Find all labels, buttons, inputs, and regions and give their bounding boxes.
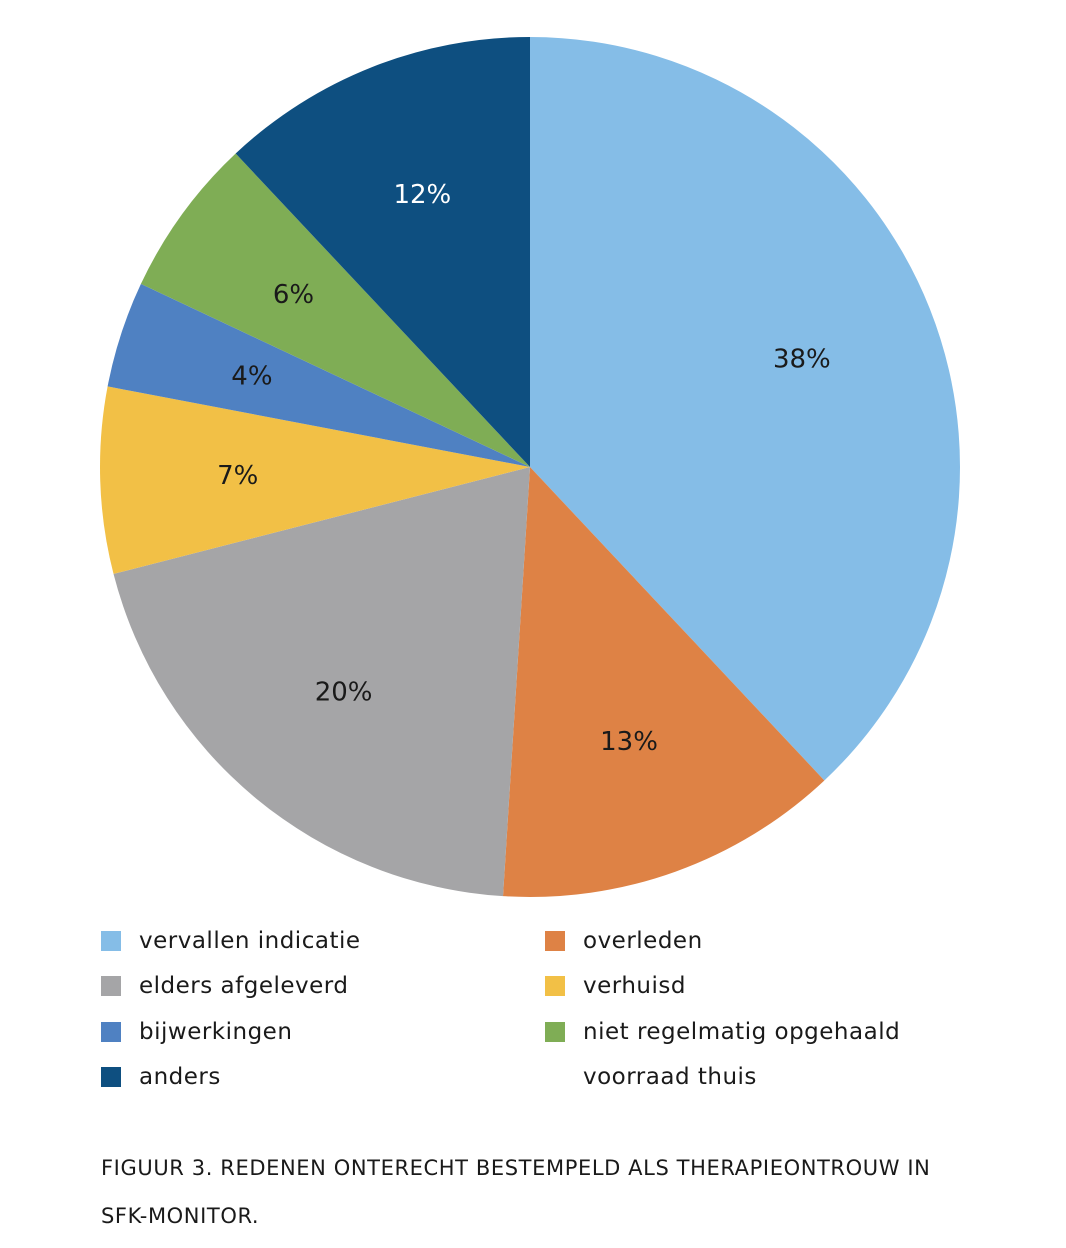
legend-swatch <box>101 930 121 951</box>
legend: vervallen indicatie overleden elders afg… <box>101 918 961 1100</box>
slice-label-anders: 12% <box>393 180 451 210</box>
figure-caption-line-2: SFK-MONITOR. <box>101 1204 260 1228</box>
legend-item-voorraad-thuis: voorraad thuis <box>545 1055 961 1101</box>
legend-label: anders <box>139 1064 221 1091</box>
legend-item-vervallen-indicatie: vervallen indicatie <box>101 918 545 964</box>
slice-label-bijwerkingen: 4% <box>231 362 272 392</box>
pie-slice-elders-afgeleverd <box>113 467 530 897</box>
legend-swatch-placeholder <box>545 1067 565 1087</box>
pie-slice-verhuisd <box>100 386 530 574</box>
legend-label: niet regelmatig opgehaald <box>583 1018 901 1045</box>
pie-slice-bijwerkingen <box>107 283 530 467</box>
slice-label-niet-regelmatig-opgehaald: 6% <box>273 280 314 310</box>
slice-label-verhuisd: 7% <box>217 461 258 491</box>
pie-chart: 38% 13% 20% 7% 4% 6% 12% <box>100 37 960 897</box>
legend-swatch <box>101 1067 121 1088</box>
pie-slice-anders <box>235 37 530 467</box>
legend-item-overleden: overleden <box>545 918 961 964</box>
legend-swatch <box>545 976 565 997</box>
legend-label: overleden <box>583 927 703 954</box>
pie-slice-vervallen-indicatie <box>530 37 960 781</box>
legend-label: voorraad thuis <box>583 1064 757 1091</box>
legend-item-verhuisd: verhuisd <box>545 964 961 1010</box>
slice-label-overleden: 13% <box>600 727 658 757</box>
legend-item-niet-regelmatig-opgehaald: niet regelmatig opgehaald <box>545 1009 961 1055</box>
slice-label-vervallen-indicatie: 38% <box>773 344 831 374</box>
legend-swatch <box>545 1021 565 1042</box>
legend-item-elders-afgeleverd: elders afgeleverd <box>101 964 545 1010</box>
figure-caption: FIGUUR 3. REDENEN ONTERECHT BESTEMPELD A… <box>101 1144 961 1240</box>
legend-swatch <box>545 930 565 951</box>
figure-caption-line-1: FIGUUR 3. REDENEN ONTERECHT BESTEMPELD A… <box>101 1156 931 1180</box>
pie-slice-niet-regelmatig-opgehaald <box>140 153 530 467</box>
legend-label: vervallen indicatie <box>139 927 361 954</box>
legend-label: bijwerkingen <box>139 1018 293 1045</box>
pie-slice-overleden <box>503 467 825 897</box>
legend-item-bijwerkingen: bijwerkingen <box>101 1009 545 1055</box>
legend-label: elders afgeleverd <box>139 973 349 1000</box>
slice-label-elders-afgeleverd: 20% <box>315 677 373 707</box>
legend-item-anders: anders <box>101 1055 545 1101</box>
legend-swatch <box>101 1021 121 1042</box>
legend-label: verhuisd <box>583 973 686 1000</box>
legend-swatch <box>101 976 121 997</box>
